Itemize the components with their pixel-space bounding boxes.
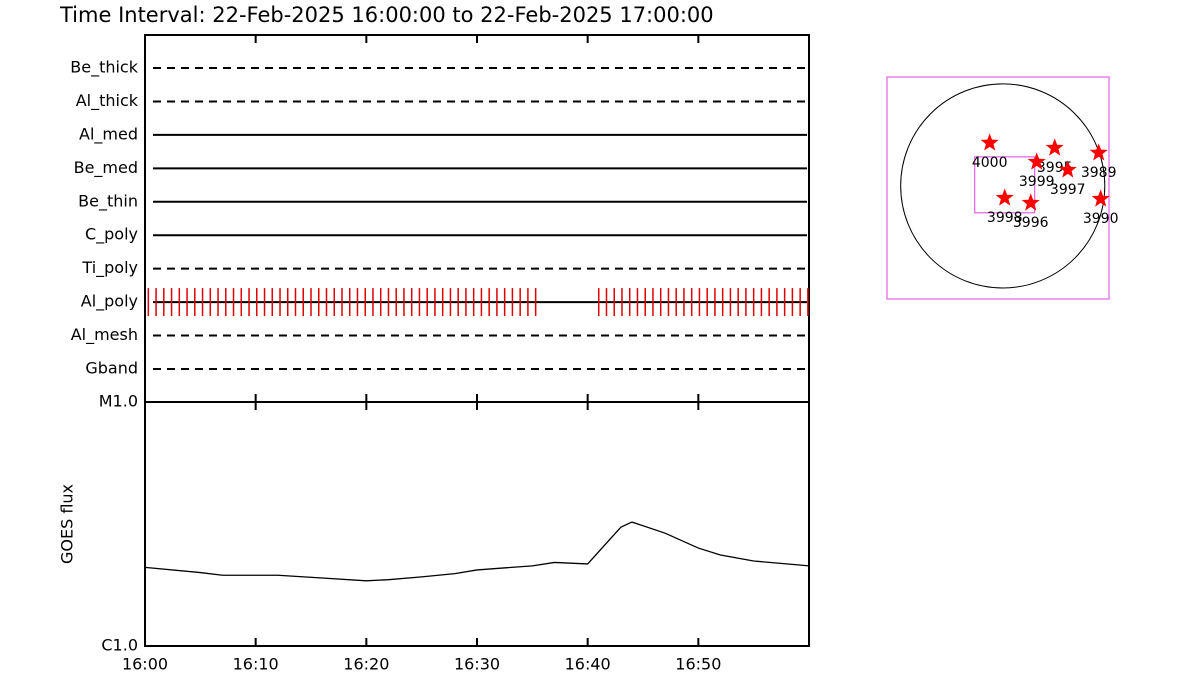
x-tick-label: 16:20 [343,655,389,674]
filter-label: Al_thick [76,91,139,111]
region-star [995,188,1014,206]
filter-label: Be_thick [70,58,138,78]
solar-limb [900,83,1106,289]
region-star [1027,152,1046,170]
filter-label: C_poly [85,225,138,245]
field-of-view [974,156,1036,214]
y-tick-label: M1.0 [99,392,138,411]
filter-label: Ti_poly [81,258,138,278]
filter-label: Be_med [74,158,138,178]
region-star [980,133,999,151]
region-label: 4000 [972,155,1008,171]
x-tick-label: 16:10 [233,655,279,674]
filter-label: Gband [85,358,138,377]
filter-label: Al_poly [81,292,138,312]
region-label: 3997 [1050,182,1086,198]
map-frame [886,76,1110,300]
x-tick-label: 16:30 [454,655,500,674]
region-star [1045,138,1064,156]
region-star [1021,193,1040,211]
y-axis-label: GOES flux [58,484,77,564]
page-title: Time Interval: 22-Feb-2025 16:00:00 to 2… [59,3,714,27]
region-label: 3995 [1037,160,1073,176]
region-star [1091,189,1110,207]
filter-label: Al_mesh [71,325,138,345]
region-label: 3998 [987,210,1023,226]
goes-curve [144,521,810,582]
region-star [1089,143,1108,161]
filter-label: Al_med [79,124,138,144]
plot-frame [144,34,810,647]
region-star [1058,160,1077,178]
x-tick-label: 16:50 [675,655,721,674]
x-tick-label: 16:00 [122,655,168,674]
region-label: 3989 [1081,165,1117,181]
region-label: 3990 [1083,211,1119,227]
filter-label: Be_thin [78,191,138,211]
region-label: 3999 [1019,174,1055,190]
region-label: 3996 [1013,215,1049,231]
y-tick-label: C1.0 [101,636,138,655]
x-tick-label: 16:40 [565,655,611,674]
